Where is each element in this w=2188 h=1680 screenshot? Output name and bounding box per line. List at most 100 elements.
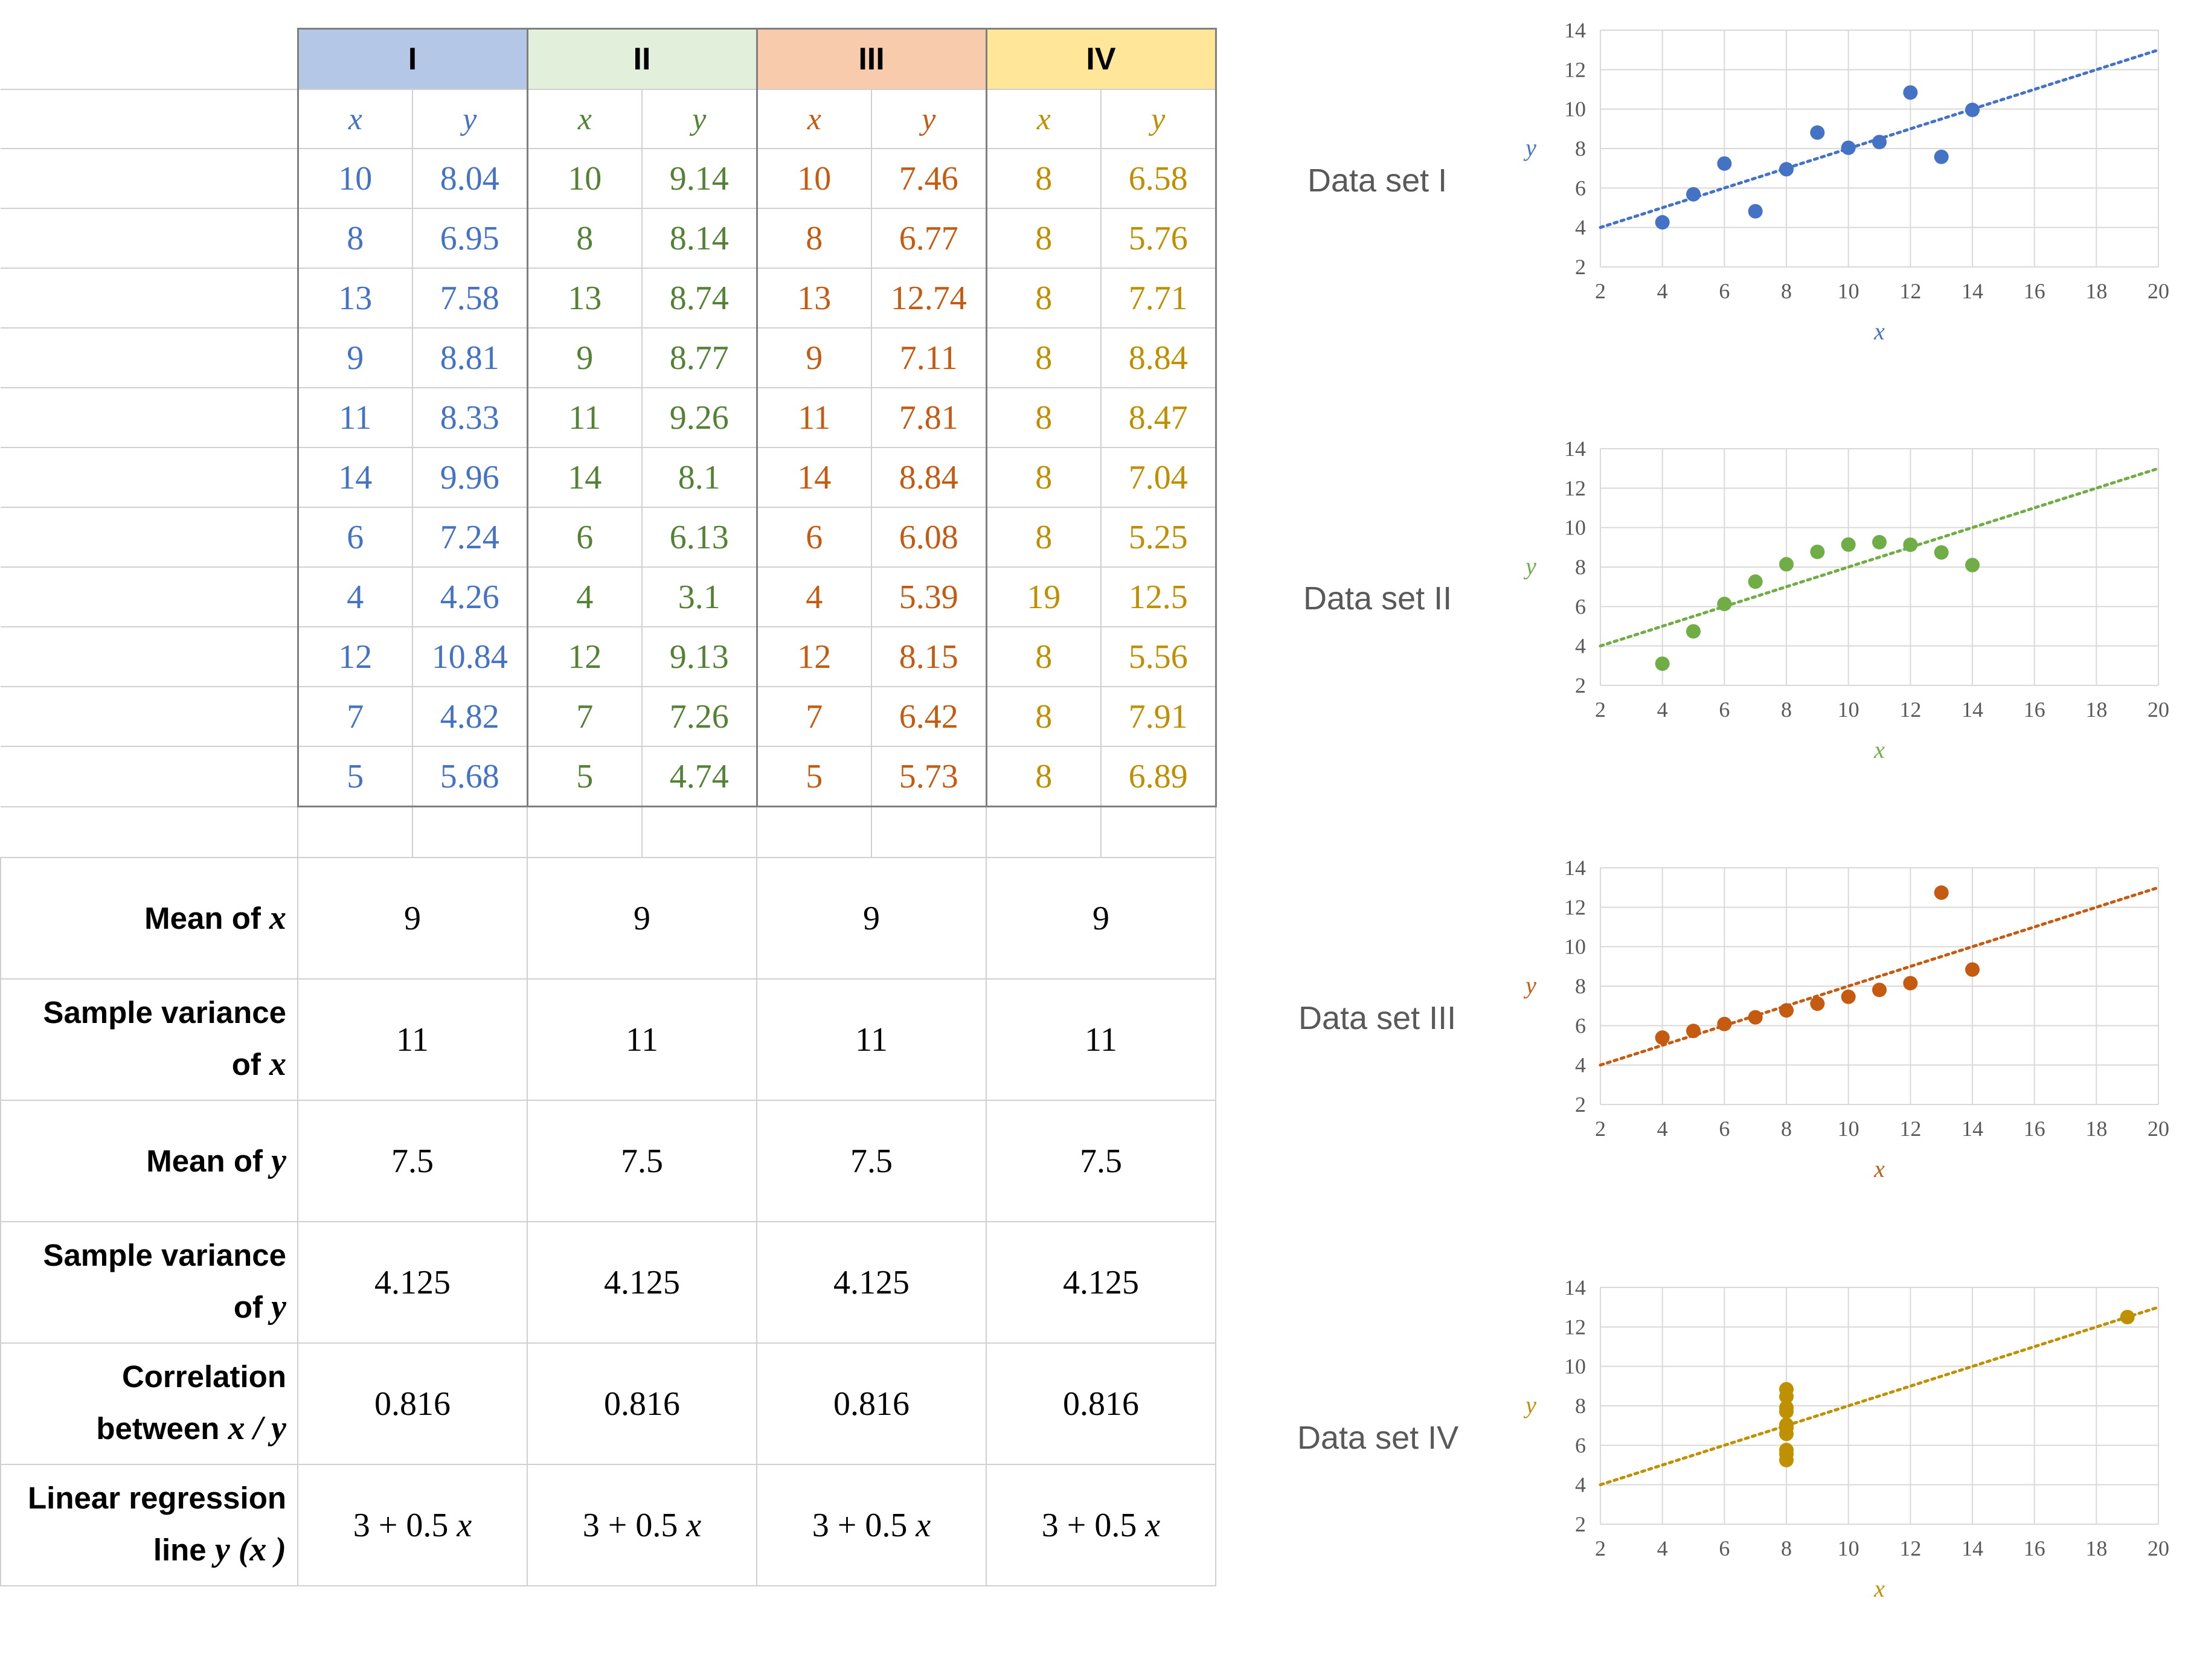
table-cell: 8.33 [412, 387, 528, 448]
stat-value: 9 [986, 857, 1216, 979]
y-tick-label: 8 [1575, 555, 1586, 579]
anscombe-table-container: I II III IV x y x y x y x y 10 8.04 10 9.14 10 7.46 8 6.58 8… [0, 28, 1217, 1586]
stat-value: 0.816 [527, 1342, 757, 1465]
table-row: 10 8.04 10 9.14 10 7.46 8 6.58 [1, 148, 1217, 209]
data-point [1903, 976, 1918, 991]
data-point [1779, 1420, 1794, 1435]
table-cell: 9 [526, 327, 643, 388]
y-tick-label: 8 [1575, 1394, 1586, 1418]
table-row: 5 5.68 5 4.74 5 5.73 8 6.89 [1, 746, 1217, 807]
y-tick-label: 6 [1575, 176, 1586, 200]
scatter-chart-2: 2 4 6 8 10 12 14 16 18 20 2 4 6 8 10 12 14 x y [1523, 437, 2169, 763]
set-header-4: IV [985, 28, 1217, 90]
data-point [1779, 1400, 1794, 1415]
table-cell: 11 [756, 387, 872, 448]
x-tick-label: 18 [2085, 1117, 2107, 1141]
stat-value: 3 + 0.5 x [297, 1464, 528, 1586]
table-cell: 12.5 [1100, 566, 1217, 627]
stat-value: 3 + 0.5 x [986, 1464, 1216, 1586]
data-point [1903, 85, 1918, 100]
table-row: 6 7.24 6 6.13 6 6.08 8 5.25 [1, 507, 1217, 568]
table-cell: 7.04 [1100, 447, 1217, 508]
stat-value: 11 [527, 978, 757, 1101]
stat-label: Mean of x [0, 857, 298, 979]
y-tick-label: 14 [1564, 18, 1586, 42]
table-cell: 5 [526, 746, 643, 807]
anscombe-table: I II III IV x y x y x y x y 10 8.04 10 9.14 10 7.46 8 6.58 8… [0, 28, 1217, 1586]
stat-row: Mean of y 7.5 7.5 7.5 7.5 [0, 1100, 1216, 1222]
stat-value: 11 [297, 978, 528, 1101]
data-point [1872, 534, 1887, 550]
x-axis-label: x [1873, 736, 1885, 763]
x-tick-label: 4 [1657, 1536, 1668, 1560]
table-row: 8 6.95 8 8.14 8 6.77 8 5.76 [1, 208, 1217, 269]
x-tick-label: 10 [1838, 697, 1859, 722]
table-cell: 7.58 [412, 268, 528, 329]
stat-label: Mean of y [0, 1100, 298, 1222]
table-cell: 8 [526, 208, 643, 269]
x-tick-label: 8 [1781, 697, 1792, 722]
table-cell: 6.42 [871, 686, 987, 747]
spacer-cell [1100, 806, 1216, 858]
table-cell: 9 [756, 327, 872, 388]
data-point [1965, 962, 1980, 977]
table-cell: 4.26 [412, 566, 528, 627]
stat-label: Sample variance of x [0, 978, 298, 1101]
x-tick-label: 2 [1595, 1536, 1606, 1560]
y-tick-label: 4 [1575, 1473, 1586, 1497]
table-cell: 8 [985, 686, 1102, 747]
table-cell: 7.26 [641, 686, 758, 747]
data-point [1686, 1024, 1701, 1039]
table-cell: 12 [526, 626, 643, 687]
var-header-x-1: x [297, 89, 413, 149]
stat-label: Linear regression line y (x ) [0, 1464, 298, 1586]
table-cell: 5.73 [871, 746, 987, 807]
chart-title-2: Data set II [1303, 580, 1452, 617]
y-tick-label: 14 [1564, 1275, 1586, 1300]
table-cell: 7 [526, 686, 643, 747]
stat-value: 0.816 [297, 1342, 528, 1465]
data-point [1748, 1010, 1763, 1025]
table-cell: 13 [526, 268, 643, 329]
stat-value: 7.5 [986, 1100, 1216, 1222]
var-header-y-1: y [412, 89, 528, 149]
table-cell: 9.96 [412, 447, 528, 508]
data-point [1965, 102, 1980, 117]
stat-value: 0.816 [986, 1342, 1216, 1465]
y-tick-label: 10 [1564, 516, 1586, 540]
table-cell: 9.26 [641, 387, 758, 448]
var-header-y-4: y [1100, 89, 1217, 149]
x-axis-label: x [1873, 318, 1885, 345]
table-cell: 4.82 [412, 686, 528, 747]
row-blank [1, 328, 298, 388]
table-row: 12 10.84 12 9.13 12 8.15 8 5.56 [1, 626, 1217, 687]
x-tick-label: 6 [1719, 697, 1730, 722]
table-cell: 4.74 [641, 746, 758, 807]
stat-value-variable: x [916, 1506, 931, 1544]
x-tick-label: 16 [2024, 1536, 2045, 1560]
table-cell: 8.84 [871, 447, 987, 508]
y-tick-label: 4 [1575, 216, 1586, 240]
row-blank [1, 447, 298, 508]
stat-label: Sample variance of y [0, 1221, 298, 1344]
table-cell: 8.1 [641, 447, 758, 508]
table-cell: 10 [297, 148, 413, 209]
table-cell: 5.25 [1100, 507, 1217, 568]
table-cell: 12 [297, 626, 413, 687]
table-cell: 19 [985, 566, 1102, 627]
data-point [1779, 1446, 1794, 1461]
stat-row: Sample variance of x 11 11 11 11 [0, 978, 1216, 1101]
stat-value: 3 + 0.5 x [527, 1464, 757, 1586]
table-corner-blank [1, 28, 298, 90]
scatter-chart-1: 2 4 6 8 10 12 14 16 18 20 2 4 6 8 10 12 14 x y [1523, 18, 2169, 345]
stat-value: 7.5 [756, 1100, 987, 1222]
table-cell: 8 [985, 148, 1102, 209]
x-tick-label: 16 [2024, 279, 2045, 303]
y-tick-label: 4 [1575, 634, 1586, 658]
x-axis-label: x [1873, 1575, 1885, 1602]
scatter-chart-4: 2 4 6 8 10 12 14 16 18 20 2 4 6 8 10 12 14 x y [1523, 1275, 2169, 1602]
row-blank [1, 388, 298, 448]
table-row: 14 9.96 14 8.1 14 8.84 8 7.04 [1, 447, 1217, 508]
set-header-1: I [297, 28, 528, 90]
table-header-row: I II III IV [1, 28, 1217, 90]
